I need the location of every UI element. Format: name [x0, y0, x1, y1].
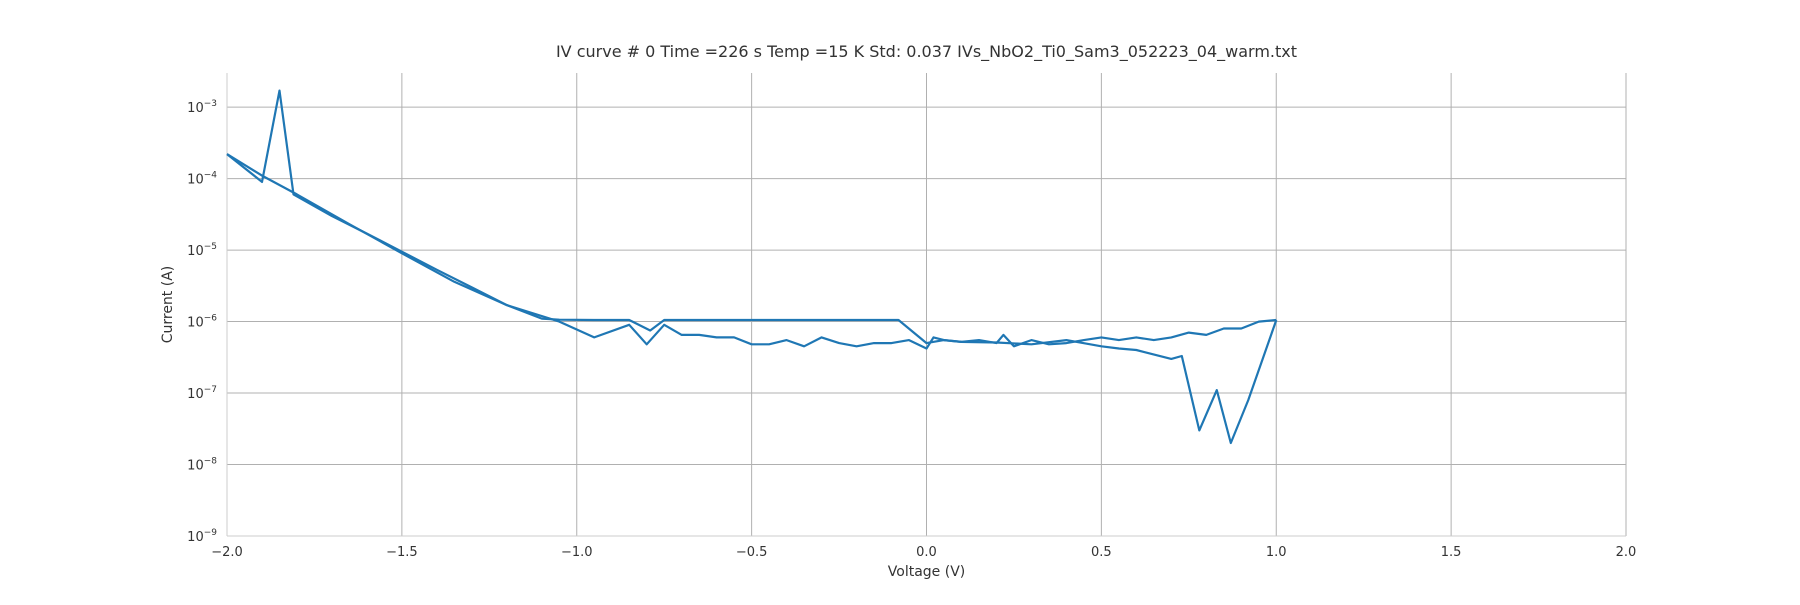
y-tick-label: 10−8	[187, 457, 217, 474]
axes-layer	[226, 73, 1626, 537]
y-tick-label: 10−6	[187, 314, 217, 331]
x-tick-label: −2.0	[211, 545, 243, 560]
grid-layer	[226, 73, 1627, 537]
x-tick-label: −1.0	[561, 545, 593, 560]
series-line	[226, 153, 1277, 350]
x-tick-label: −1.5	[386, 545, 418, 560]
y-tick-label: 10−7	[187, 385, 217, 402]
y-tick-label: 10−5	[187, 242, 217, 259]
x-tick-label: 0.0	[916, 545, 937, 560]
ticks-layer: −2.0 −1.5 −1.0 −0.5 0.0 0.5 1.0 1.5 2.0 10−9 10−8 1…	[187, 99, 1636, 560]
x-tick-label: 1.0	[1266, 545, 1287, 560]
series-line	[226, 89, 1278, 445]
y-tick-label: 10−4	[187, 171, 217, 188]
x-tick-label: 0.5	[1091, 545, 1112, 560]
y-tick-label: 10−3	[187, 99, 217, 116]
y-tick-label: 10−9	[187, 528, 217, 545]
chart-title: IV curve # 0 Time =226 s Temp =15 K Std:…	[556, 42, 1297, 62]
x-axis-label: Voltage (V)	[888, 564, 965, 580]
x-tick-label: −0.5	[736, 545, 768, 560]
series-layer	[226, 89, 1278, 445]
y-axis-label: Current (A)	[160, 266, 176, 344]
x-tick-label: 2.0	[1616, 545, 1637, 560]
x-tick-label: 1.5	[1441, 545, 1462, 560]
